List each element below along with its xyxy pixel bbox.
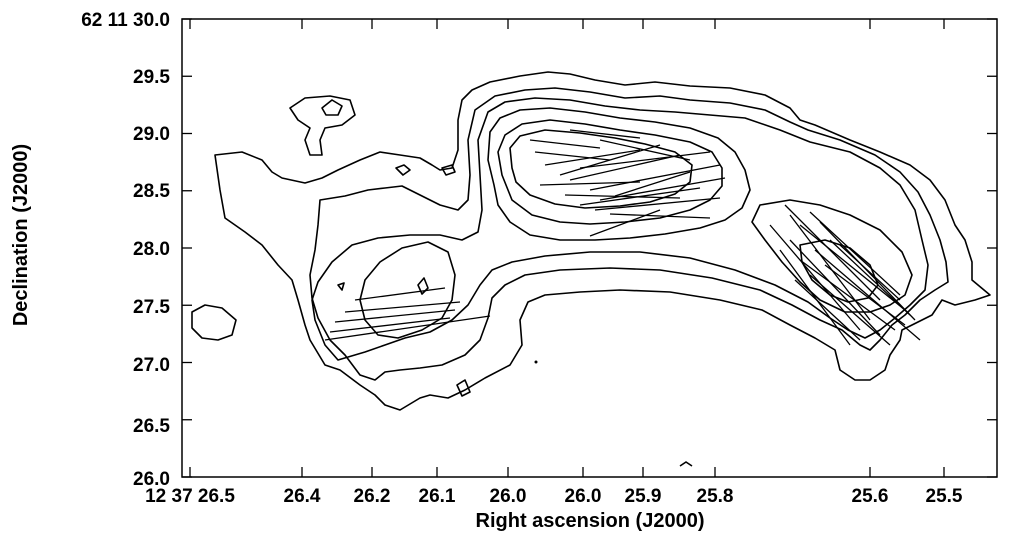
pol-vector bbox=[594, 197, 721, 211]
contour-level-4 bbox=[487, 107, 751, 241]
contour-isolated-east bbox=[191, 304, 237, 341]
x-tick-label: 26.4 bbox=[284, 486, 321, 507]
pol-vector bbox=[809, 211, 901, 296]
pol-vector bbox=[784, 204, 881, 301]
x-tick-marks bbox=[189, 19, 945, 477]
x-tick-label: 25.8 bbox=[697, 486, 734, 507]
contour-level-5 bbox=[497, 119, 723, 225]
pol-vector bbox=[799, 259, 896, 331]
y-tick-label: 62 11 30.0 bbox=[81, 10, 170, 31]
contour-west-lobe bbox=[359, 241, 456, 339]
x-tick-label: 25.5 bbox=[926, 486, 963, 507]
contour-outer bbox=[214, 71, 991, 411]
pol-vector bbox=[809, 274, 891, 346]
pol-vector bbox=[789, 239, 881, 336]
y-tick-label: 29.5 bbox=[133, 67, 170, 88]
x-axis-title: Right ascension (J2000) bbox=[476, 510, 705, 532]
x-tick-label: 26.0 bbox=[565, 486, 602, 507]
x-tick-label: 25.9 bbox=[625, 486, 662, 507]
y-tick-label: 27.5 bbox=[133, 297, 170, 318]
pol-vector bbox=[529, 139, 601, 149]
contour-level-3 bbox=[311, 97, 929, 361]
pol-vector bbox=[794, 279, 861, 341]
pol-vector bbox=[589, 164, 721, 191]
pol-vector bbox=[814, 249, 921, 341]
contour-isolated-nw bbox=[289, 95, 356, 156]
pol-vector bbox=[589, 209, 661, 237]
contour-isolated-nw-core bbox=[321, 99, 343, 116]
pol-vector bbox=[579, 151, 711, 169]
x-tick-label: 12 37 26.5 bbox=[145, 486, 235, 507]
polarization-vectors bbox=[324, 129, 921, 346]
y-axis-title: Declination (J2000) bbox=[10, 144, 32, 326]
y-tick-label: 26.0 bbox=[133, 469, 170, 490]
x-tick-label: 25.6 bbox=[852, 486, 889, 507]
pol-vector bbox=[539, 181, 641, 186]
pol-vector bbox=[839, 244, 901, 301]
pol-vector bbox=[824, 264, 906, 326]
pol-vector bbox=[329, 317, 451, 333]
pol-vector bbox=[799, 224, 906, 311]
pol-vector bbox=[829, 239, 911, 316]
x-tick-label: 26.2 bbox=[354, 486, 391, 507]
pol-vector bbox=[609, 213, 711, 219]
contour-level-2 bbox=[309, 87, 949, 381]
contour-sw-lobe-outer bbox=[751, 199, 913, 313]
contour-point-source bbox=[534, 360, 538, 364]
pol-vector bbox=[544, 149, 641, 166]
contour-small-knot-2 bbox=[441, 164, 456, 176]
pol-vector bbox=[334, 309, 456, 323]
x-tick-label: 26.0 bbox=[490, 486, 527, 507]
pol-vector bbox=[614, 171, 691, 197]
contour-small-knot-1 bbox=[395, 164, 411, 176]
pol-vector bbox=[324, 315, 491, 341]
y-tick-label: 27.0 bbox=[133, 355, 170, 376]
y-tick-label: 28.0 bbox=[133, 239, 170, 260]
pol-vector bbox=[769, 224, 861, 331]
pol-vector bbox=[354, 287, 446, 301]
contour-level-6 bbox=[509, 129, 693, 209]
contour-small-knot-4 bbox=[456, 379, 471, 397]
pol-vector bbox=[534, 151, 611, 161]
y-tick-label: 28.5 bbox=[133, 181, 170, 202]
pol-vector bbox=[344, 301, 461, 313]
contour-small-knot-5 bbox=[337, 282, 345, 291]
pol-vector bbox=[569, 129, 641, 139]
pol-vector bbox=[779, 249, 851, 346]
contour-group bbox=[191, 71, 991, 467]
y-tick-label: 29.0 bbox=[133, 124, 170, 145]
pol-vector bbox=[564, 194, 681, 199]
plot-frame bbox=[181, 18, 998, 478]
pol-vector bbox=[599, 139, 691, 161]
y-tick-label: 26.5 bbox=[133, 416, 170, 437]
x-tick-label: 26.1 bbox=[419, 486, 456, 507]
pol-vector bbox=[569, 154, 681, 181]
y-tick-marks bbox=[182, 18, 997, 478]
contour-tiny-caret bbox=[679, 461, 693, 467]
